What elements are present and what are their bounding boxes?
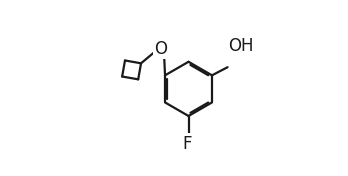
Text: O: O [154, 40, 167, 58]
Text: F: F [182, 135, 192, 153]
Text: OH: OH [229, 36, 254, 55]
